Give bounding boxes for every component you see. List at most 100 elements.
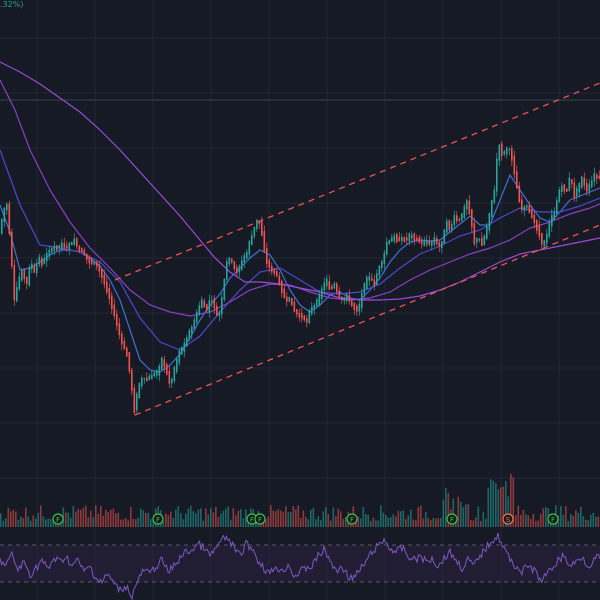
candle-body bbox=[501, 143, 503, 156]
candle bbox=[306, 314, 308, 328]
candle bbox=[251, 230, 253, 246]
volume-bar bbox=[580, 506, 582, 527]
candle bbox=[308, 308, 311, 325]
candle-body bbox=[88, 257, 91, 264]
volume-bar bbox=[592, 512, 595, 527]
volume-bar bbox=[212, 512, 215, 527]
candle-body bbox=[476, 237, 478, 243]
candle-body bbox=[238, 266, 241, 273]
candle-body bbox=[23, 269, 26, 279]
volume-bar bbox=[480, 520, 482, 527]
channel-line-2 bbox=[134, 224, 600, 416]
volume-bar bbox=[265, 519, 267, 527]
volume-bar bbox=[405, 519, 407, 527]
candle bbox=[6, 202, 8, 215]
candle bbox=[188, 328, 191, 342]
candle bbox=[191, 324, 193, 340]
volume-bar bbox=[300, 517, 302, 527]
candle-body bbox=[421, 240, 423, 245]
candle bbox=[506, 146, 508, 159]
volume-bar bbox=[122, 519, 125, 527]
volume-bar bbox=[280, 510, 282, 527]
candle-body bbox=[143, 378, 146, 380]
volume-bar bbox=[502, 486, 505, 527]
candle bbox=[343, 296, 346, 305]
volume-bar bbox=[65, 512, 67, 527]
candle-body bbox=[331, 286, 333, 290]
candle bbox=[576, 185, 578, 202]
candle-body bbox=[146, 377, 148, 382]
volume-bar bbox=[245, 509, 247, 527]
candle-body bbox=[391, 237, 393, 242]
volume-bar bbox=[597, 516, 600, 527]
rsi-band bbox=[0, 545, 600, 582]
volume-bar bbox=[117, 512, 120, 527]
volume-bar bbox=[235, 515, 237, 527]
candle-body bbox=[321, 288, 323, 300]
candle bbox=[211, 295, 213, 308]
candle-body bbox=[573, 182, 576, 199]
volume-bar bbox=[500, 487, 502, 527]
candle bbox=[433, 232, 436, 247]
candle bbox=[311, 301, 313, 316]
candle-body bbox=[31, 263, 33, 270]
candle bbox=[88, 255, 91, 269]
candle-body bbox=[433, 237, 436, 245]
candle-body bbox=[588, 183, 591, 192]
volume-bar bbox=[367, 514, 370, 527]
volume-bar bbox=[575, 510, 577, 527]
candle bbox=[378, 264, 381, 281]
volume-bar bbox=[387, 517, 390, 527]
candle bbox=[516, 165, 518, 189]
candle bbox=[98, 261, 101, 278]
candle-body bbox=[258, 220, 261, 225]
volume-bar bbox=[137, 517, 140, 527]
candle-body bbox=[496, 158, 498, 192]
candle bbox=[71, 241, 73, 246]
volume-bar bbox=[567, 520, 570, 527]
candle bbox=[496, 152, 498, 197]
candle bbox=[388, 239, 391, 245]
candle-body bbox=[593, 173, 596, 182]
volume-bar bbox=[382, 512, 385, 527]
candle-body bbox=[221, 297, 223, 315]
marker-label: F bbox=[56, 516, 60, 524]
candle-body bbox=[396, 234, 398, 243]
candle-body bbox=[483, 235, 486, 245]
candle-body bbox=[561, 185, 563, 193]
volume-bar bbox=[342, 518, 345, 527]
candle bbox=[451, 220, 453, 233]
candle bbox=[293, 298, 296, 313]
candle-body bbox=[558, 189, 561, 203]
candle-body bbox=[403, 237, 406, 242]
candle-body bbox=[498, 144, 501, 161]
volume-bar bbox=[105, 509, 107, 527]
channel-line-1 bbox=[114, 82, 600, 281]
candle-body bbox=[106, 281, 108, 293]
candle bbox=[403, 236, 406, 243]
candle-body bbox=[368, 276, 371, 281]
candle bbox=[103, 269, 106, 289]
candle bbox=[68, 241, 71, 256]
volume-bar bbox=[312, 507, 315, 527]
volume-bar bbox=[560, 506, 562, 527]
candle bbox=[413, 232, 416, 246]
volume-bar bbox=[375, 520, 377, 527]
candle bbox=[141, 375, 143, 390]
candle-body bbox=[466, 200, 468, 210]
candle-body bbox=[218, 312, 221, 316]
volume-bar bbox=[577, 512, 580, 527]
volume-bar bbox=[25, 507, 27, 527]
candle bbox=[418, 234, 421, 244]
candle-body bbox=[506, 147, 508, 155]
candle-body bbox=[6, 203, 8, 211]
candle-body bbox=[428, 240, 431, 245]
candle bbox=[331, 283, 333, 290]
candle bbox=[273, 267, 276, 277]
candle bbox=[73, 233, 76, 246]
candle bbox=[363, 282, 366, 299]
volume-bar bbox=[80, 509, 82, 527]
candle-body bbox=[376, 273, 378, 285]
